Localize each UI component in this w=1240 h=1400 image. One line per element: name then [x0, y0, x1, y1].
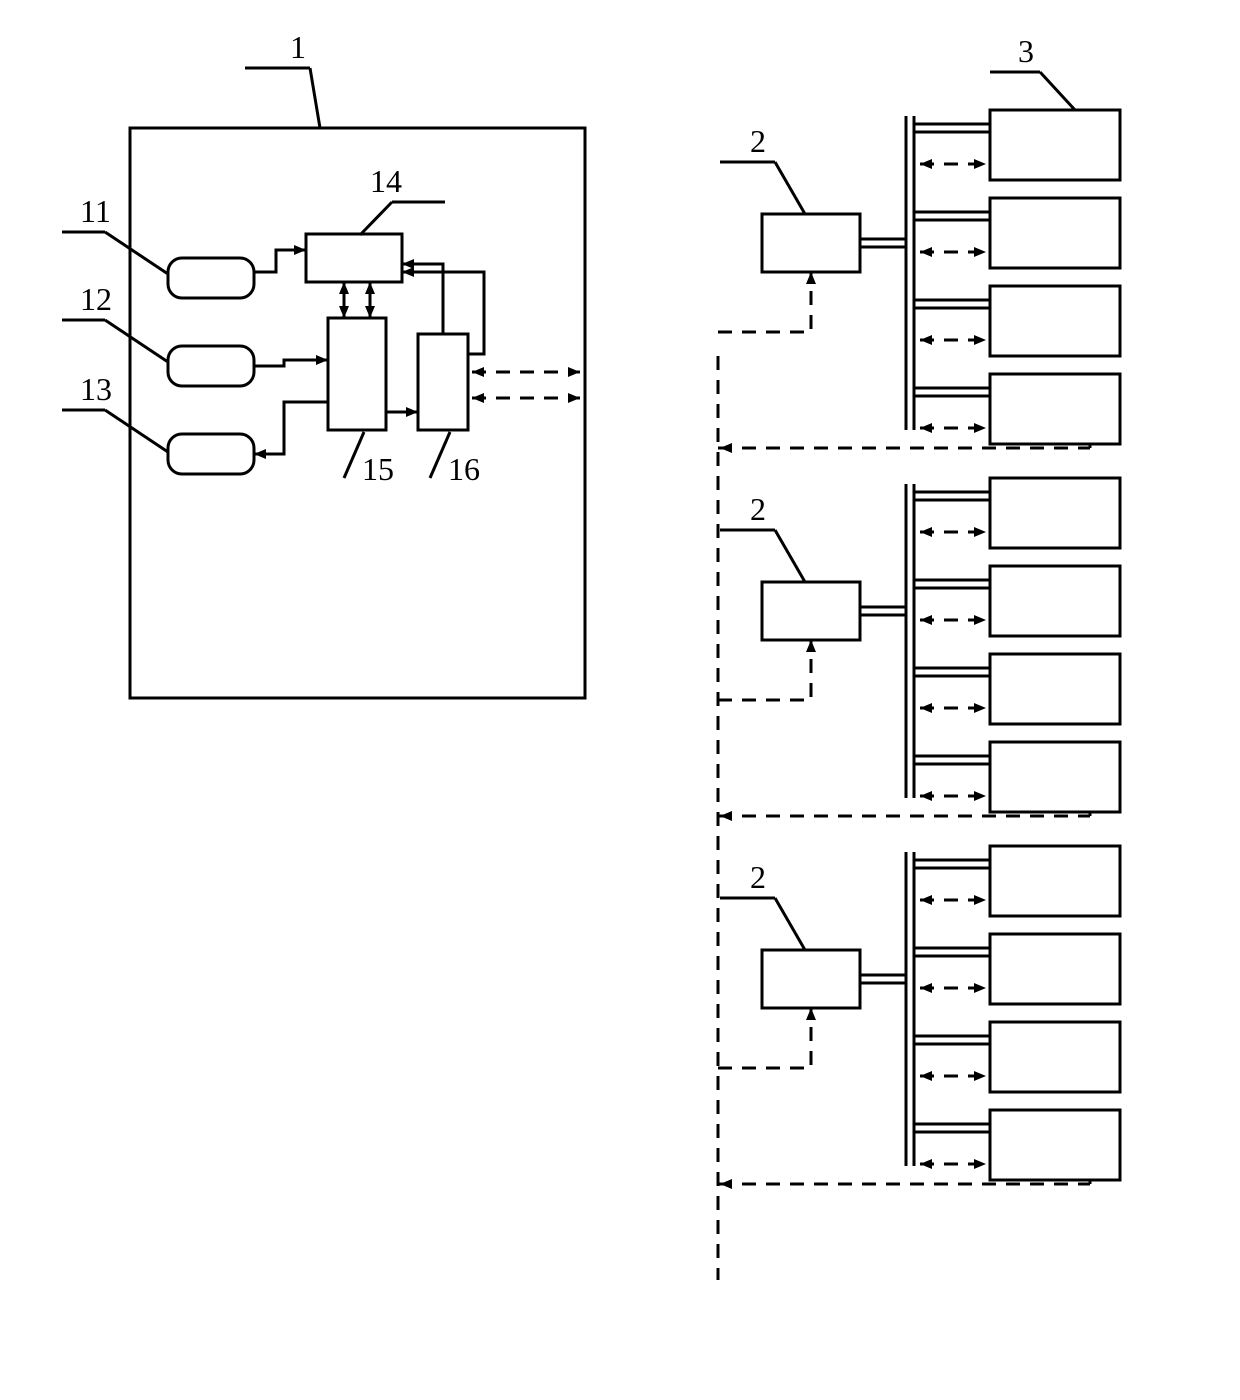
- label-13: 13: [80, 371, 112, 407]
- label-14: 14: [370, 163, 402, 199]
- group-1: [718, 110, 1120, 453]
- main-unit: [130, 128, 585, 698]
- diagram-canvas: 11112131415162223: [0, 0, 1240, 1400]
- label-2: 2: [750, 491, 766, 527]
- label-2: 2: [750, 123, 766, 159]
- label-15: 15: [362, 451, 394, 487]
- label-12: 12: [80, 281, 112, 317]
- label-2: 2: [750, 859, 766, 895]
- label-11: 11: [80, 193, 111, 229]
- group-2: [718, 478, 1120, 821]
- label-16: 16: [448, 451, 480, 487]
- label-3: 3: [1018, 33, 1034, 69]
- group-3: [718, 846, 1120, 1189]
- label-1: 1: [290, 29, 306, 65]
